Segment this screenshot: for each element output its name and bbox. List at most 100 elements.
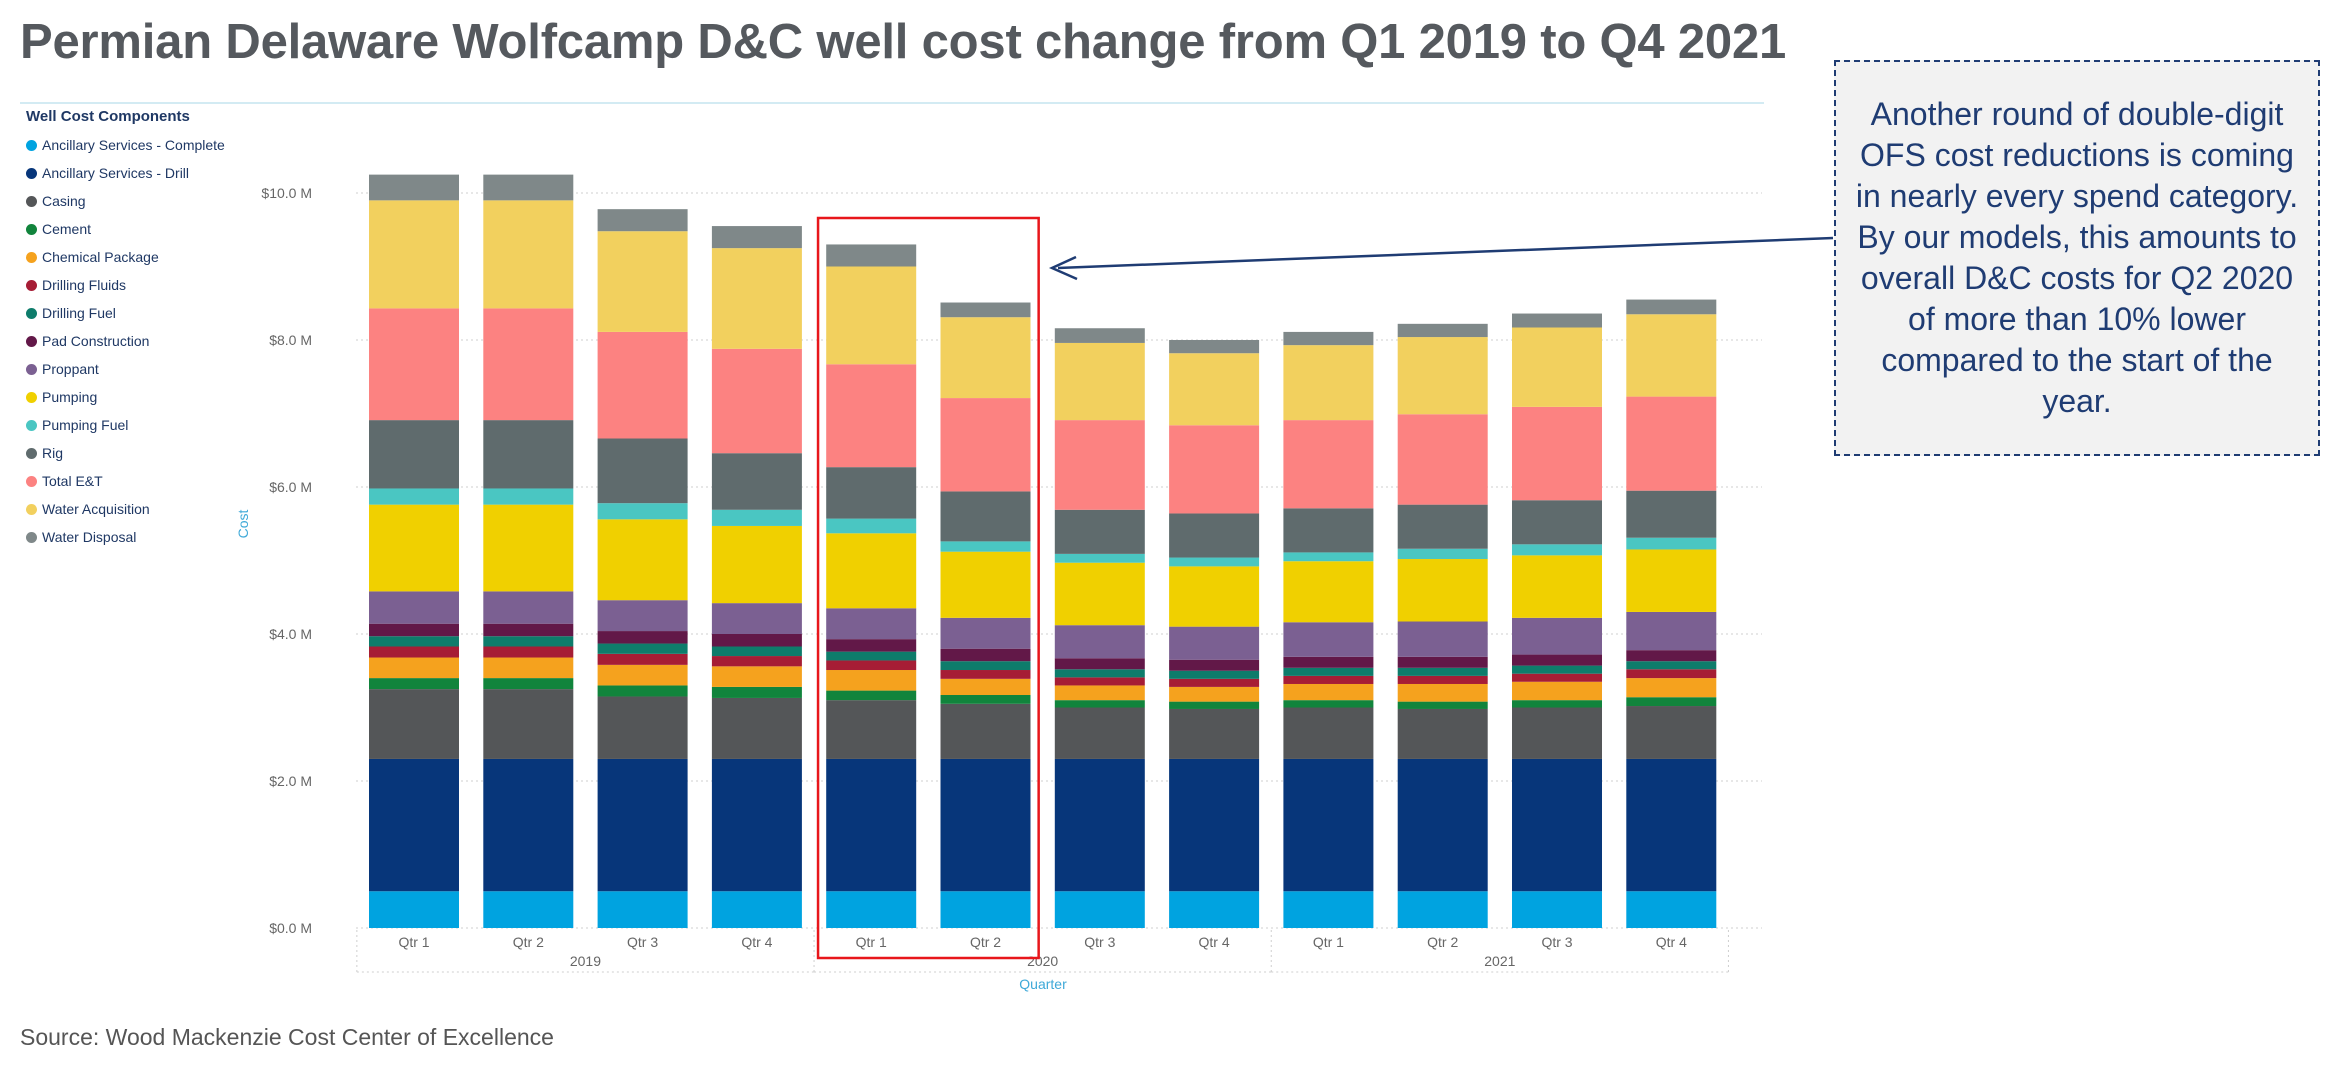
bar-segment[interactable] (826, 608, 917, 640)
bar-segment[interactable] (483, 891, 574, 928)
bar-segment[interactable] (940, 661, 1031, 671)
bar-segment[interactable] (1283, 758, 1374, 892)
bar-segment[interactable] (1512, 665, 1602, 674)
bar-segment[interactable] (940, 491, 1031, 542)
legend-item[interactable]: Ancillary Services - Drill (26, 159, 225, 187)
bar-segment[interactable] (1283, 561, 1374, 623)
bar-segment[interactable] (369, 891, 459, 928)
bar-segment[interactable] (826, 891, 917, 928)
bar-segment[interactable] (1169, 708, 1260, 759)
bar-segment[interactable] (940, 891, 1031, 928)
bar-segment[interactable] (1626, 697, 1717, 707)
bar-segment[interactable] (597, 631, 688, 644)
bar-segment[interactable] (483, 200, 574, 309)
bar-segment[interactable] (597, 519, 688, 601)
bar-segment[interactable] (711, 226, 802, 249)
bar-segment[interactable] (483, 308, 574, 421)
bar-segment[interactable] (711, 646, 802, 657)
legend-item[interactable]: Water Disposal (26, 523, 225, 551)
bar-segment[interactable] (1626, 669, 1717, 679)
legend-item[interactable]: Pad Construction (26, 327, 225, 355)
legend-item[interactable]: Ancillary Services - Complete (26, 131, 225, 159)
bar-segment[interactable] (483, 636, 574, 647)
legend-item[interactable]: Drilling Fluids (26, 271, 225, 299)
bar-segment[interactable] (940, 670, 1031, 679)
legend-item[interactable]: Pumping (26, 383, 225, 411)
legend-item[interactable]: Drilling Fuel (26, 299, 225, 327)
bar-segment[interactable] (483, 174, 574, 201)
bar-segment[interactable] (1626, 706, 1717, 759)
bar-segment[interactable] (369, 646, 459, 658)
bar-segment[interactable] (369, 200, 459, 309)
bar-segment[interactable] (483, 591, 574, 624)
bar-segment[interactable] (826, 533, 917, 609)
bar-segment[interactable] (1169, 678, 1260, 687)
bar-segment[interactable] (1512, 891, 1602, 928)
bar-segment[interactable] (826, 660, 917, 671)
bar-segment[interactable] (483, 420, 574, 489)
bar-segment[interactable] (1169, 659, 1260, 671)
bar-segment[interactable] (1054, 677, 1145, 686)
bar-segment[interactable] (826, 670, 917, 691)
bar-segment[interactable] (1169, 353, 1260, 426)
bar-segment[interactable] (711, 758, 802, 892)
bar-segment[interactable] (483, 504, 574, 592)
bar-segment[interactable] (940, 648, 1031, 662)
bar-segment[interactable] (711, 686, 802, 698)
bar-segment[interactable] (1054, 758, 1145, 892)
bar-segment[interactable] (1054, 420, 1145, 510)
bar-segment[interactable] (1397, 414, 1488, 505)
bar-segment[interactable] (1397, 891, 1488, 928)
bar-segment[interactable] (597, 438, 688, 504)
bar-segment[interactable] (940, 317, 1031, 399)
bar-segment[interactable] (369, 420, 459, 489)
bar-segment[interactable] (1054, 562, 1145, 626)
bar-segment[interactable] (1397, 701, 1488, 709)
bar-segment[interactable] (1169, 701, 1260, 709)
bar-segment[interactable] (1512, 406, 1602, 501)
bar-segment[interactable] (711, 603, 802, 634)
bar-segment[interactable] (1169, 670, 1260, 679)
bar-segment[interactable] (597, 331, 688, 439)
bar-segment[interactable] (1397, 656, 1488, 668)
bar-segment[interactable] (1626, 611, 1717, 651)
bar-segment[interactable] (711, 891, 802, 928)
bar-segment[interactable] (597, 758, 688, 892)
bar-segment[interactable] (1512, 555, 1602, 618)
bar-segment[interactable] (940, 302, 1031, 318)
legend-item[interactable]: Casing (26, 187, 225, 215)
bar-segment[interactable] (369, 689, 459, 759)
bar-segment[interactable] (1054, 685, 1145, 701)
bar-segment[interactable] (369, 636, 459, 647)
bar-segment[interactable] (1283, 622, 1374, 657)
bar-segment[interactable] (1626, 661, 1717, 670)
bar-segment[interactable] (1512, 707, 1602, 759)
bar-segment[interactable] (826, 266, 917, 365)
bar-segment[interactable] (711, 697, 802, 759)
bar-segment[interactable] (826, 758, 917, 892)
bar-segment[interactable] (1283, 656, 1374, 668)
bar-segment[interactable] (369, 308, 459, 421)
bar-segment[interactable] (597, 653, 688, 665)
bar-segment[interactable] (1626, 490, 1717, 538)
bar-segment[interactable] (826, 700, 917, 759)
bar-segment[interactable] (1283, 891, 1374, 928)
bar-segment[interactable] (1054, 700, 1145, 708)
bar-segment[interactable] (1626, 537, 1717, 550)
bar-segment[interactable] (1283, 683, 1374, 701)
bar-segment[interactable] (369, 488, 459, 505)
bar-segment[interactable] (1512, 681, 1602, 701)
bar-segment[interactable] (711, 453, 802, 510)
bar-segment[interactable] (1626, 678, 1717, 698)
bar-segment[interactable] (1169, 557, 1260, 567)
bar-segment[interactable] (1054, 328, 1145, 343)
bar-segment[interactable] (1283, 331, 1374, 346)
bar-segment[interactable] (1626, 299, 1717, 315)
legend-item[interactable]: Cement (26, 215, 225, 243)
bar-segment[interactable] (1169, 566, 1260, 627)
bar-segment[interactable] (1169, 513, 1260, 558)
bar-segment[interactable] (940, 398, 1031, 492)
bar-segment[interactable] (597, 664, 688, 686)
bar-segment[interactable] (1626, 314, 1717, 397)
bar-segment[interactable] (483, 646, 574, 658)
